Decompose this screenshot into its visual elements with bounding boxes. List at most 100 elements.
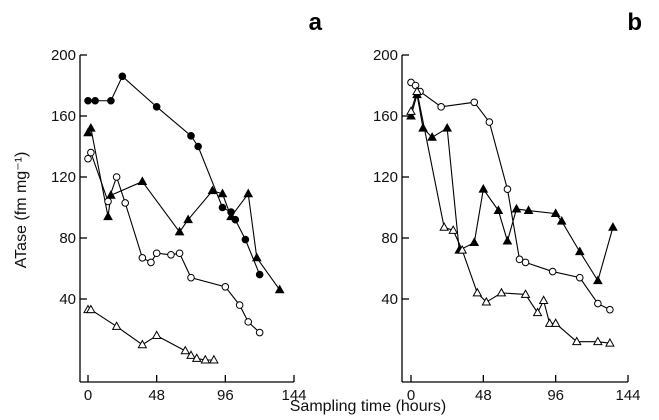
y-tick-label: 200 bbox=[51, 47, 76, 64]
x-tick-label: 96 bbox=[217, 387, 234, 404]
data-point-filled-circle bbox=[255, 270, 264, 279]
data-point-filled-triangle bbox=[608, 222, 618, 231]
data-point-filled-triangle bbox=[574, 246, 585, 256]
data-point-open-triangle bbox=[439, 222, 449, 231]
x-tick-label: 48 bbox=[475, 387, 492, 404]
data-point-open-circle bbox=[594, 299, 602, 308]
data-point-filled-triangle bbox=[523, 205, 534, 214]
data-point-open-triangle bbox=[457, 244, 468, 254]
data-point-filled-triangle bbox=[502, 235, 513, 245]
data-point-open-triangle bbox=[550, 318, 561, 327]
data-point-open-circle bbox=[437, 103, 445, 111]
panel-label: b bbox=[627, 9, 642, 36]
data-point-open-circle bbox=[575, 273, 584, 282]
data-point-filled-triangle bbox=[593, 275, 603, 285]
data-point-filled-triangle bbox=[226, 211, 236, 221]
data-point-filled-triangle bbox=[207, 185, 218, 195]
data-point-filled-triangle bbox=[137, 176, 148, 186]
x-tick-label: 0 bbox=[84, 387, 92, 404]
data-point-open-triangle bbox=[481, 296, 492, 306]
data-point-open-circle bbox=[255, 328, 264, 337]
data-point-filled-triangle bbox=[550, 208, 561, 218]
data-point-open-triangle bbox=[496, 287, 507, 297]
data-point-filled-triangle bbox=[83, 127, 93, 137]
data-point-filled-triangle bbox=[469, 237, 480, 247]
data-point-filled-triangle bbox=[103, 211, 113, 221]
data-point-open-circle bbox=[112, 173, 121, 181]
data-point-open-circle bbox=[470, 98, 479, 107]
data-point-filled-circle bbox=[241, 235, 250, 244]
data-point-filled-triangle bbox=[217, 188, 228, 198]
x-tick-label: 144 bbox=[615, 387, 640, 404]
data-point-filled-circle bbox=[84, 96, 92, 105]
data-point-filled-circle bbox=[218, 203, 227, 212]
data-point-open-triangle bbox=[137, 339, 148, 349]
y-tick-label: 120 bbox=[373, 169, 398, 186]
x-tick-label: 144 bbox=[281, 387, 306, 404]
data-point-open-circle bbox=[503, 185, 512, 193]
data-point-open-triangle bbox=[200, 354, 211, 364]
data-point-open-triangle bbox=[448, 225, 459, 234]
data-point-open-circle bbox=[121, 199, 129, 207]
x-tick-label: 96 bbox=[547, 387, 564, 404]
data-point-open-triangle bbox=[406, 106, 416, 115]
data-point-filled-triangle bbox=[106, 190, 116, 199]
data-point-open-triangle bbox=[538, 295, 549, 304]
data-point-filled-triangle bbox=[406, 110, 416, 120]
data-point-open-triangle bbox=[186, 350, 196, 359]
data-point-open-circle bbox=[521, 258, 530, 267]
y-tick-label: 200 bbox=[373, 47, 398, 64]
y-tick-label: 80 bbox=[59, 230, 76, 247]
data-point-open-triangle bbox=[472, 287, 483, 297]
data-point-open-circle bbox=[84, 154, 92, 163]
y-tick-label: 120 bbox=[51, 169, 76, 186]
data-point-open-triangle bbox=[571, 336, 582, 346]
data-point-open-triangle bbox=[520, 289, 531, 298]
y-axis-title: ATase (fm mg⁻¹) bbox=[13, 152, 30, 269]
series-line-open-triangle bbox=[88, 309, 214, 361]
data-point-filled-triangle bbox=[427, 132, 437, 141]
data-point-open-circle bbox=[244, 318, 253, 326]
panel-a: 40 80 120 160 200 0 48 96 144 a bbox=[51, 9, 323, 404]
data-point-filled-circle bbox=[187, 132, 195, 140]
data-point-open-triangle bbox=[191, 353, 202, 362]
data-point-filled-circle bbox=[152, 103, 161, 111]
data-point-filled-triangle bbox=[251, 252, 262, 262]
y-tick-label: 40 bbox=[381, 291, 398, 308]
data-point-open-circle bbox=[235, 301, 244, 309]
data-point-open-triangle bbox=[532, 307, 543, 317]
data-point-filled-triangle bbox=[274, 284, 285, 294]
data-point-open-triangle bbox=[209, 354, 219, 364]
data-point-open-circle bbox=[221, 283, 230, 291]
data-point-open-circle bbox=[87, 148, 95, 157]
data-point-open-triangle bbox=[151, 330, 162, 340]
data-point-open-circle bbox=[104, 197, 112, 206]
data-point-open-circle bbox=[152, 249, 161, 258]
data-point-open-circle bbox=[175, 249, 184, 258]
data-point-open-triangle bbox=[111, 321, 122, 330]
data-point-filled-triangle bbox=[511, 203, 522, 213]
data-point-filled-circle bbox=[118, 72, 127, 81]
y-tick-label: 80 bbox=[381, 230, 398, 247]
data-point-filled-circle bbox=[194, 142, 202, 151]
data-point-filled-triangle bbox=[243, 188, 254, 198]
y-tick-label: 40 bbox=[59, 291, 76, 308]
data-point-open-triangle bbox=[180, 345, 191, 355]
panel-b: 40 80 120 160 200 0 48 96 144 b bbox=[373, 9, 642, 404]
series-line-open-circle bbox=[87, 151, 261, 333]
panels: 40 80 120 160 200 0 48 96 144 a 40 80 120 160 200 0 48 96… bbox=[51, 9, 642, 404]
data-point-filled-triangle bbox=[418, 122, 428, 132]
data-point-open-circle bbox=[147, 258, 155, 267]
data-point-filled-triangle bbox=[86, 122, 96, 132]
data-point-filled-triangle bbox=[174, 226, 185, 236]
data-point-open-triangle bbox=[605, 338, 615, 347]
data-point-open-circle bbox=[411, 81, 420, 90]
panel-label: a bbox=[309, 9, 323, 36]
data-point-open-triangle bbox=[412, 86, 422, 96]
x-tick-label: 0 bbox=[407, 387, 415, 404]
data-point-open-circle bbox=[485, 118, 494, 126]
data-point-open-circle bbox=[515, 255, 524, 264]
data-point-filled-circle bbox=[107, 96, 115, 105]
data-point-filled-triangle bbox=[183, 214, 193, 224]
data-point-filled-triangle bbox=[556, 216, 567, 225]
